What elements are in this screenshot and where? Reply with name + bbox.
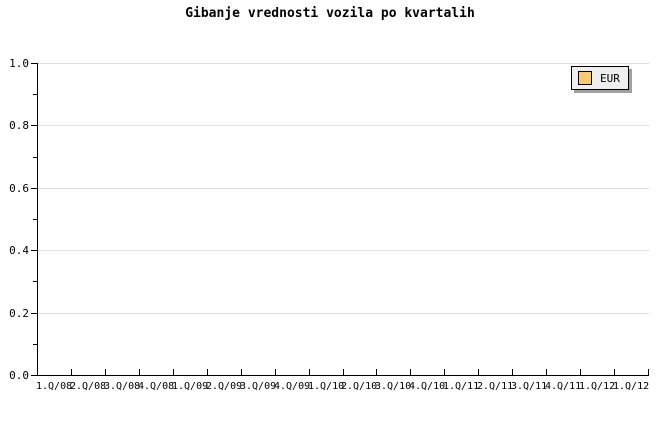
y-axis-minor-tick	[33, 344, 37, 345]
x-axis-label: 1.Q/12	[613, 381, 650, 392]
y-axis-major-tick	[31, 313, 37, 314]
y-axis-minor-tick	[33, 219, 37, 220]
x-axis-tick	[648, 369, 649, 375]
y-axis-minor-tick	[33, 281, 37, 282]
x-axis-label: 4.Q/08	[138, 381, 175, 392]
x-axis-label: 1.Q/09	[172, 381, 209, 392]
y-axis-major-tick	[31, 63, 37, 64]
x-axis-tick	[343, 369, 344, 375]
y-gridline	[38, 313, 649, 314]
y-axis-major-tick	[31, 250, 37, 251]
x-axis-label: 1.Q/11	[443, 381, 480, 392]
legend-entry-label: EUR	[600, 71, 620, 85]
x-axis-label: 1.Q/10	[308, 381, 345, 392]
x-axis-label: 1.Q/08	[36, 381, 73, 392]
y-axis-label: 1.0	[9, 57, 29, 70]
x-axis-tick	[173, 369, 174, 375]
y-axis-minor-tick	[33, 94, 37, 95]
x-axis-tick	[376, 369, 377, 375]
y-gridline	[38, 250, 649, 251]
y-gridline	[38, 63, 649, 64]
x-axis-tick	[105, 369, 106, 375]
x-axis-label: 2.Q/10	[341, 381, 378, 392]
x-axis-tick	[275, 369, 276, 375]
chart-title: Gibanje vrednosti vozila po kvartalih	[185, 6, 475, 21]
x-axis-label: 4.Q/10	[409, 381, 446, 392]
x-axis-tick	[207, 369, 208, 375]
x-axis-tick	[614, 369, 615, 375]
x-axis-label: 3.Q/10	[375, 381, 412, 392]
x-axis-tick	[444, 369, 445, 375]
x-axis-tick	[309, 369, 310, 375]
y-axis-label: 0.4	[9, 244, 29, 257]
x-axis-label: 4.Q/09	[274, 381, 311, 392]
y-gridline	[38, 188, 649, 189]
legend-swatch-eur	[578, 71, 592, 85]
x-axis-label: 3.Q/11	[511, 381, 548, 392]
y-axis-minor-tick	[33, 157, 37, 158]
x-axis-tick	[410, 369, 411, 375]
y-axis-label: 0.0	[9, 369, 29, 382]
y-axis-major-tick	[31, 375, 37, 376]
x-axis-label: 2.Q/08	[70, 381, 107, 392]
x-axis-tick	[478, 369, 479, 375]
x-axis-tick	[71, 369, 72, 375]
y-axis-major-tick	[31, 125, 37, 126]
x-axis-label: 4.Q/11	[545, 381, 582, 392]
x-axis-tick	[546, 369, 547, 375]
x-axis-tick	[512, 369, 513, 375]
x-axis-label: 2.Q/11	[477, 381, 514, 392]
x-axis-label: 2.Q/09	[206, 381, 243, 392]
x-axis-label: 3.Q/09	[240, 381, 277, 392]
plot-area	[31, 63, 649, 376]
legend: EUR	[571, 66, 629, 90]
x-axis-tick	[580, 369, 581, 375]
y-axis-label: 0.6	[9, 182, 29, 195]
x-axis-tick	[241, 369, 242, 375]
y-axis-label: 0.8	[9, 119, 29, 132]
y-gridline	[38, 125, 649, 126]
y-axis-major-tick	[31, 188, 37, 189]
x-axis-label: 1.Q/12	[579, 381, 616, 392]
x-axis-label: 3.Q/08	[104, 381, 141, 392]
x-axis-tick	[139, 369, 140, 375]
y-axis-label: 0.2	[9, 307, 29, 320]
